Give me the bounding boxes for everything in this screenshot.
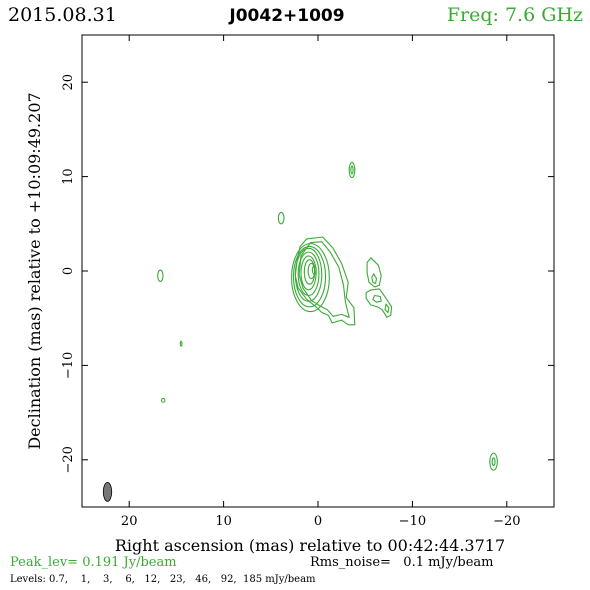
- beam-ellipse: [102, 482, 113, 502]
- x-tick-label: 10: [215, 514, 232, 529]
- frequency-label: Freq: 7.6 GHz: [447, 4, 583, 26]
- noise-blob-contour: [491, 457, 496, 467]
- noise-blob-contour: [160, 397, 166, 403]
- core-contour-ring: [292, 245, 327, 308]
- axis-ticks: 20 10 0 −10 −20 20 10 0 −10 −20: [61, 35, 554, 529]
- core-contour-ring: [307, 262, 316, 280]
- noise-blob-contour: [277, 211, 285, 225]
- core-contour-ring: [311, 265, 317, 275]
- x-axis-label: Right ascension (mas) relative to 00:42:…: [115, 536, 505, 555]
- plot-area: 20 10 0 −10 −20 20 10 0 −10 −20: [61, 34, 555, 529]
- noise-blob-contour: [179, 340, 183, 347]
- observation-date: 2015.08.31: [8, 4, 117, 26]
- y-tick-label: −20: [61, 446, 76, 473]
- x-tick-label: 0: [314, 514, 322, 529]
- plot-frame: [81, 34, 555, 508]
- x-tick-label: −10: [399, 514, 426, 529]
- jet-component-contour: [371, 273, 378, 284]
- y-axis-label: Declination (mas) relative to +10:09:49.…: [25, 92, 44, 449]
- core-contour-ring: [291, 243, 330, 313]
- beam-shape: [102, 482, 113, 502]
- contour-lines: [157, 161, 498, 471]
- contour-levels: Levels: 0.7, 1, 3, 6, 12, 23, 46, 92, 18…: [10, 574, 316, 585]
- noise-blob-contour: [348, 161, 356, 179]
- jet-component-contour: [372, 294, 382, 303]
- y-tick-label: 20: [61, 74, 76, 91]
- noise-blob-contour: [489, 452, 498, 471]
- y-tick-label: 10: [61, 168, 76, 185]
- x-tick-label: −20: [493, 514, 520, 529]
- jet-component-contour: [366, 257, 382, 288]
- noise-blob-contour: [350, 165, 354, 175]
- jet-component-contour: [365, 288, 393, 318]
- y-tick-label: −10: [61, 352, 76, 379]
- noise-blob-contour: [157, 269, 164, 282]
- jet-component-contour: [384, 303, 390, 314]
- x-tick-label: 20: [121, 514, 138, 529]
- core-contour-ring: [297, 251, 320, 297]
- core-contour-ring: [294, 247, 323, 302]
- source-name: J0042+1009: [228, 6, 344, 26]
- y-tick-label: 0: [61, 267, 76, 275]
- core-contour-second: [298, 241, 350, 318]
- peak-level: Peak_lev= 0.191 Jy/beam: [10, 555, 177, 570]
- core-contour-ring: [303, 259, 316, 285]
- rms-noise: Rms_noise= 0.1 mJy/beam: [310, 555, 493, 570]
